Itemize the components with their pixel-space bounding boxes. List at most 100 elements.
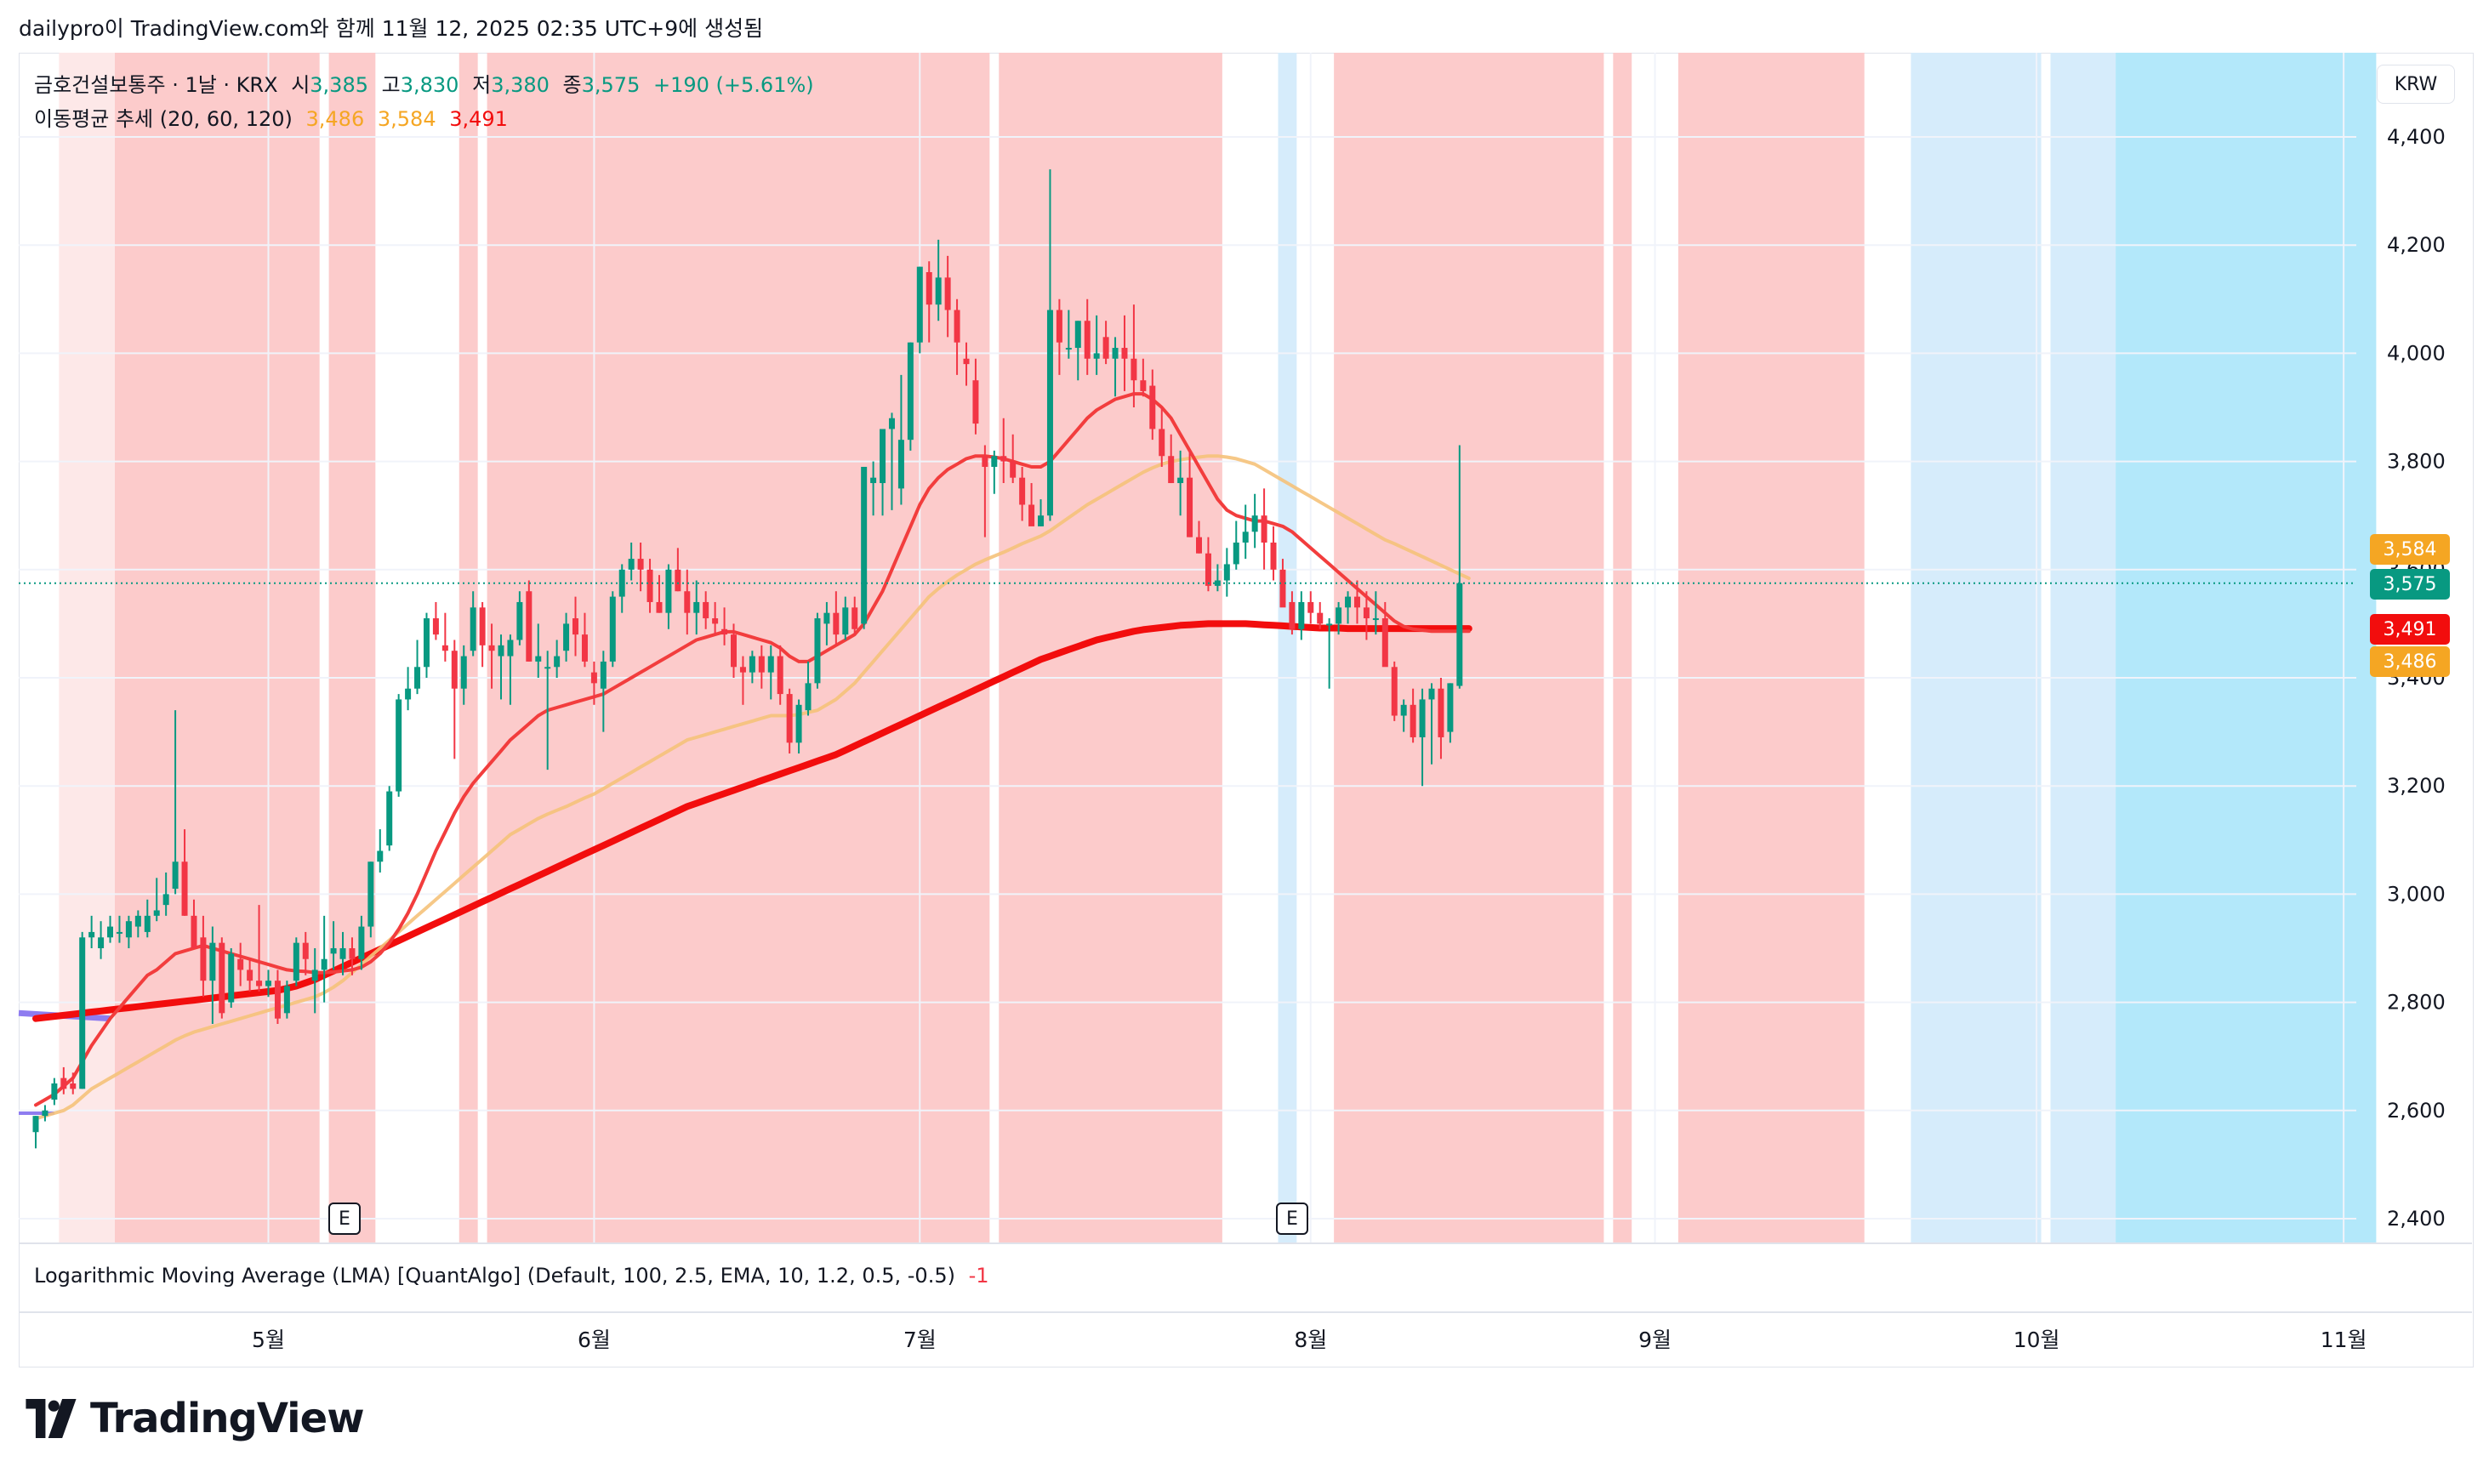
candle-body bbox=[907, 342, 914, 441]
background-zone bbox=[1334, 53, 1604, 1243]
low-label: 저 bbox=[472, 73, 492, 97]
tradingview-brand[interactable]: TradingView bbox=[20, 1395, 365, 1442]
candle-body bbox=[544, 667, 551, 669]
candle-body bbox=[1177, 477, 1184, 484]
candle-body bbox=[721, 628, 728, 635]
ma20-path bbox=[34, 392, 1471, 1107]
price-tag-ma60: 3,584 bbox=[2370, 534, 2450, 565]
candle-body bbox=[377, 850, 384, 862]
candle-body bbox=[32, 1116, 39, 1133]
currency-button[interactable]: KRW bbox=[2377, 65, 2455, 104]
y-tick-label: 2,400 bbox=[2387, 1207, 2446, 1231]
indicator-legend[interactable]: Logarithmic Moving Average (LMA) [QuantA… bbox=[34, 1264, 989, 1288]
ma120-path bbox=[32, 620, 1472, 1022]
candle-body bbox=[256, 981, 263, 986]
candle-body bbox=[441, 645, 448, 651]
earnings-marker[interactable]: E bbox=[1276, 1203, 1308, 1235]
candle-body bbox=[70, 1083, 77, 1089]
candle-body bbox=[1131, 358, 1137, 381]
candle-body bbox=[1279, 569, 1286, 608]
candle-body bbox=[386, 791, 393, 846]
candle-body bbox=[107, 926, 114, 938]
candle-body bbox=[1093, 353, 1100, 359]
candle-body bbox=[1056, 310, 1062, 343]
candle-body bbox=[1447, 683, 1454, 732]
legend-ohlc[interactable]: 금호건설보통주 · 1날 · KRX 시3,385 고3,830 저3,380 … bbox=[34, 68, 814, 98]
candle-body bbox=[1084, 321, 1091, 359]
chart-frame bbox=[19, 53, 2474, 1367]
price-tag-ma120: 3,491 bbox=[2370, 614, 2450, 645]
candle-body bbox=[339, 948, 346, 959]
candle-body bbox=[293, 942, 299, 981]
earnings-marker[interactable]: E bbox=[328, 1203, 361, 1235]
candle-body bbox=[247, 969, 253, 981]
candle-body bbox=[125, 921, 132, 938]
candle-body bbox=[1074, 321, 1081, 349]
high-label: 고 bbox=[381, 73, 401, 97]
candle-body bbox=[916, 266, 923, 343]
candle-body bbox=[51, 1083, 58, 1100]
candle-body bbox=[134, 915, 141, 927]
candle-body bbox=[172, 861, 179, 890]
y-tick-label: 2,800 bbox=[2387, 991, 2446, 1015]
candle-body bbox=[870, 477, 877, 484]
candle-body bbox=[1391, 667, 1398, 716]
candle-body bbox=[42, 1110, 48, 1117]
candle-body bbox=[423, 618, 430, 668]
background-zone bbox=[458, 53, 478, 1243]
candle-body bbox=[1363, 607, 1370, 619]
candle-body bbox=[432, 618, 439, 635]
candle-body bbox=[1326, 623, 1333, 626]
candle-body bbox=[358, 926, 365, 959]
candle-body bbox=[349, 948, 356, 959]
candle-body bbox=[731, 634, 737, 668]
change-value: +190 (+5.61%) bbox=[653, 73, 814, 97]
candle-body bbox=[1410, 704, 1416, 737]
candle-body bbox=[1159, 429, 1165, 457]
y-tick-label: 4,400 bbox=[2387, 125, 2446, 149]
candle-body bbox=[1353, 596, 1360, 608]
candle-body bbox=[1010, 461, 1017, 478]
candle-body bbox=[628, 559, 635, 570]
background-zone bbox=[999, 53, 1222, 1243]
candle-body bbox=[767, 656, 774, 673]
candle-body bbox=[516, 601, 523, 640]
candle-body bbox=[367, 861, 374, 927]
y-tick-label: 2,600 bbox=[2387, 1099, 2446, 1123]
candle-body bbox=[535, 656, 542, 662]
candle-body bbox=[88, 931, 95, 938]
candle-body bbox=[79, 937, 86, 1089]
candle-body bbox=[181, 861, 188, 916]
candle-body bbox=[1000, 456, 1007, 462]
price-tag-ma20: 3,486 bbox=[2370, 646, 2450, 677]
x-tick-label: 9월 bbox=[1638, 1328, 1672, 1352]
y-tick-label: 4,200 bbox=[2387, 233, 2446, 257]
candle-body bbox=[396, 699, 402, 792]
indicator-value: -1 bbox=[968, 1264, 989, 1288]
ma60-value: 3,584 bbox=[377, 107, 436, 131]
background-zone bbox=[2116, 53, 2377, 1243]
indicator-name: Logarithmic Moving Average (LMA) [QuantA… bbox=[34, 1264, 955, 1288]
candle-body bbox=[749, 656, 755, 673]
y-tick-label: 3,200 bbox=[2387, 774, 2446, 798]
background-zone bbox=[1911, 53, 2042, 1243]
candle-body bbox=[954, 310, 960, 343]
ma20-value: 3,486 bbox=[305, 107, 365, 131]
close-value: 3,575 bbox=[581, 73, 641, 97]
brand-name: TradingView bbox=[90, 1395, 365, 1442]
ma120-value: 3,491 bbox=[449, 107, 508, 131]
open-value: 3,385 bbox=[310, 73, 368, 97]
candle-body bbox=[852, 607, 858, 629]
candle-body bbox=[861, 466, 868, 624]
candle-body bbox=[675, 569, 681, 592]
background-zone bbox=[328, 53, 376, 1243]
background-zone bbox=[487, 53, 990, 1243]
tradingview-logo-icon bbox=[26, 1399, 77, 1438]
candle-body bbox=[274, 981, 281, 1019]
legend-ma[interactable]: 이동평균 추세 (20, 60, 120) 3,486 3,584 3,491 bbox=[34, 102, 508, 132]
candle-body bbox=[1205, 553, 1211, 586]
candle-body bbox=[1168, 456, 1175, 484]
candle-body bbox=[321, 958, 328, 970]
candle-body bbox=[1298, 601, 1305, 629]
